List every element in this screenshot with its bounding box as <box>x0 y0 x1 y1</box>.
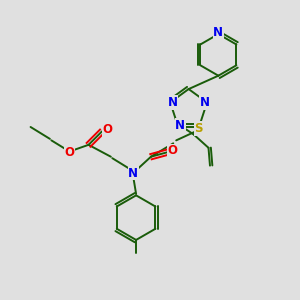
Text: N: N <box>128 167 138 180</box>
Text: N: N <box>175 119 185 132</box>
Text: N: N <box>168 96 178 109</box>
Text: N: N <box>200 96 210 109</box>
Text: N: N <box>213 26 224 39</box>
Text: O: O <box>168 144 178 157</box>
Text: S: S <box>194 122 203 135</box>
Text: O: O <box>102 124 112 136</box>
Text: O: O <box>64 146 74 159</box>
